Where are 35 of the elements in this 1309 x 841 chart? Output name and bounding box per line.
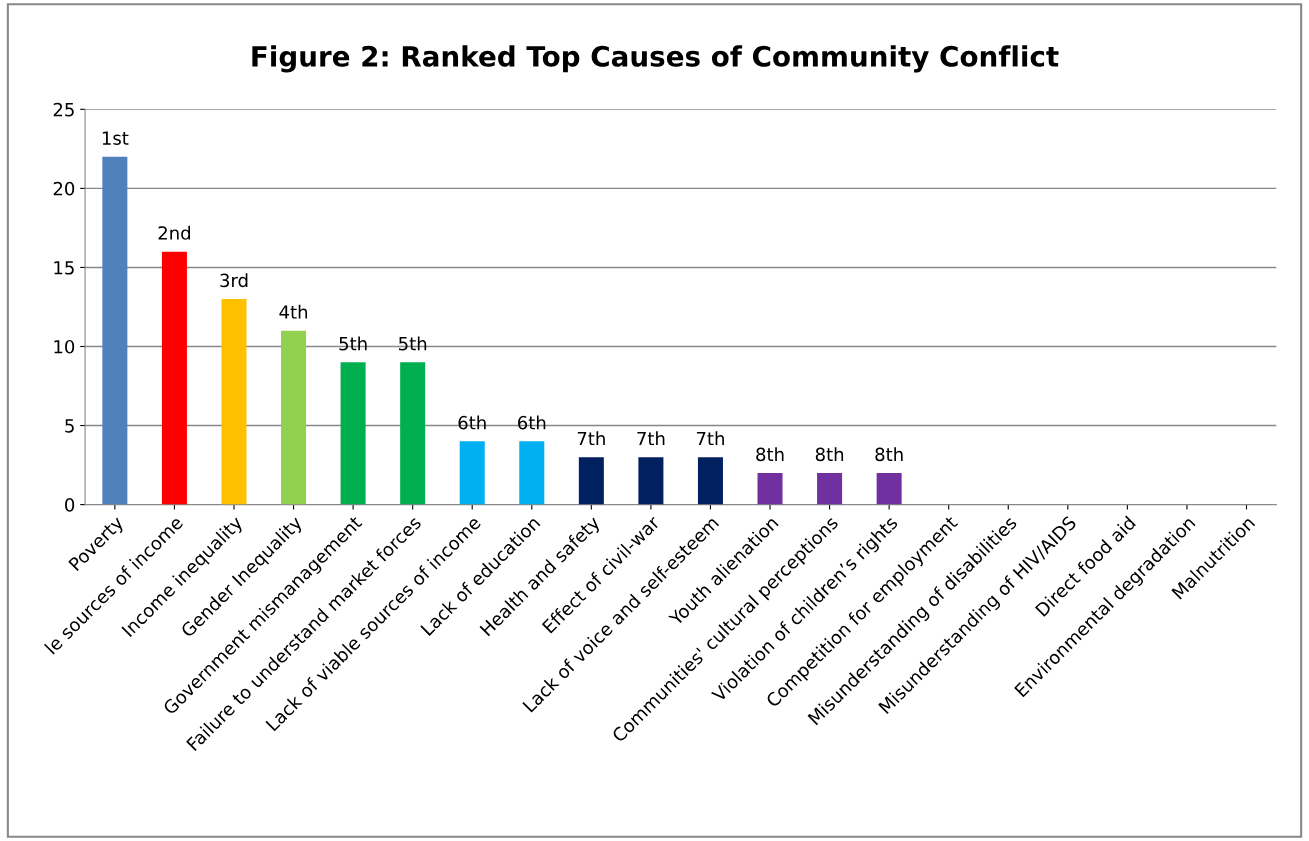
annotation: 4th <box>279 304 308 319</box>
annotation: 6th <box>458 415 486 430</box>
bar <box>578 457 604 505</box>
bar <box>638 457 664 505</box>
annotation: 1st <box>102 131 129 145</box>
bar <box>340 362 366 505</box>
annotation: 8th <box>756 447 784 462</box>
annotation: 5th <box>399 336 427 351</box>
bar <box>876 472 902 505</box>
annotation: 8th <box>875 447 903 462</box>
annotation: 3rd <box>220 273 248 288</box>
bar <box>161 251 187 505</box>
annotation: 7th <box>637 431 665 446</box>
bar <box>519 441 545 505</box>
bar <box>757 472 783 505</box>
bar <box>459 441 485 505</box>
bar <box>102 156 128 505</box>
y-tick-label: 25 <box>53 102 74 117</box>
bar <box>400 362 426 505</box>
y-tick-label: 5 <box>65 419 74 433</box>
chart-title: Figure 2: Ranked Top Causes of Community Conflict <box>252 45 1059 73</box>
bar <box>281 330 307 505</box>
bar <box>817 472 843 505</box>
y-tick-label: 10 <box>54 339 75 354</box>
annotation: 5th <box>339 336 367 351</box>
annotation: 6th <box>518 415 546 430</box>
annotation: 7th <box>696 431 724 446</box>
y-tick-label: 20 <box>53 181 75 196</box>
annotation: 2nd <box>158 225 190 240</box>
annotation: 7th <box>577 431 605 446</box>
y-tick-label: 15 <box>54 261 74 275</box>
bar <box>221 299 247 505</box>
bar <box>697 457 723 505</box>
annotation: 8th <box>815 447 844 462</box>
y-tick-label: 0 <box>65 498 75 512</box>
